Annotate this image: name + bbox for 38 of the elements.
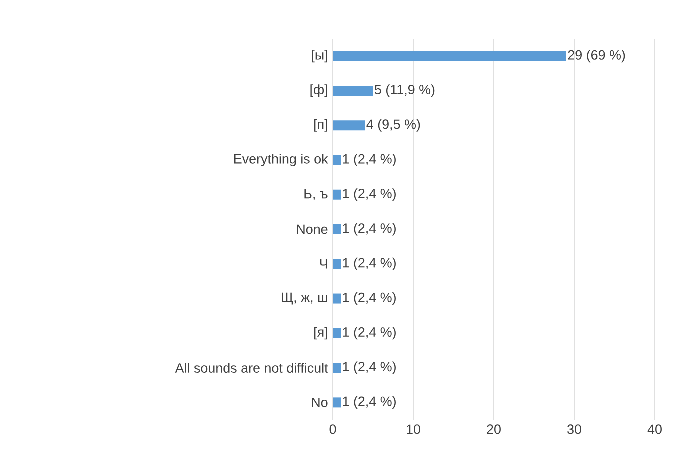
- data-label: 5 (11,9 %): [374, 84, 435, 98]
- y-tick-label: [я]: [314, 327, 328, 340]
- x-tick-label: 10: [407, 424, 420, 434]
- y-tick-label: [ф]: [310, 84, 328, 98]
- bar: [333, 86, 374, 96]
- y-tick-label: Ь, ъ: [304, 189, 328, 200]
- y-tick-label: [ы]: [312, 50, 328, 63]
- data-label: 4 (9,5 %): [366, 119, 420, 132]
- bar: [333, 328, 342, 338]
- x-tick-label: 0: [330, 424, 336, 434]
- bar: [333, 190, 342, 200]
- bar: [333, 155, 342, 166]
- bar: [333, 224, 342, 235]
- bar: [333, 120, 366, 131]
- x-tick-label: 30: [568, 424, 582, 434]
- data-label: 1 (2,4 %): [343, 362, 396, 374]
- y-tick-label: No: [312, 398, 328, 408]
- data-label: 1 (2,4 %): [343, 223, 396, 236]
- y-tick-label: [п]: [314, 119, 328, 132]
- bar: [333, 294, 342, 304]
- bar: [333, 398, 342, 408]
- data-label: 1 (2,4 %): [343, 188, 396, 202]
- y-tick-label: Ч: [320, 260, 328, 269]
- x-tick-label: 20: [487, 424, 501, 434]
- y-tick-label: Everything is ok: [234, 154, 328, 167]
- y-tick-label: Щ, ж, ш: [282, 292, 328, 305]
- bar: [333, 363, 342, 374]
- data-label: 1 (2,4 %): [343, 292, 396, 306]
- data-label: 1 (2,4 %): [343, 327, 396, 340]
- data-label: 1 (2,4 %): [343, 154, 396, 166]
- data-label: 29 (69 %): [568, 50, 626, 63]
- x-tick-label: 40: [648, 424, 662, 434]
- y-tick-label: All sounds are not difficult: [175, 363, 328, 373]
- bar: [333, 51, 566, 62]
- data-label: 1 (2,4 %): [343, 258, 396, 270]
- bar: [333, 259, 342, 270]
- data-label: 1 (2,4 %): [343, 396, 396, 409]
- y-tick-label: None: [297, 224, 328, 234]
